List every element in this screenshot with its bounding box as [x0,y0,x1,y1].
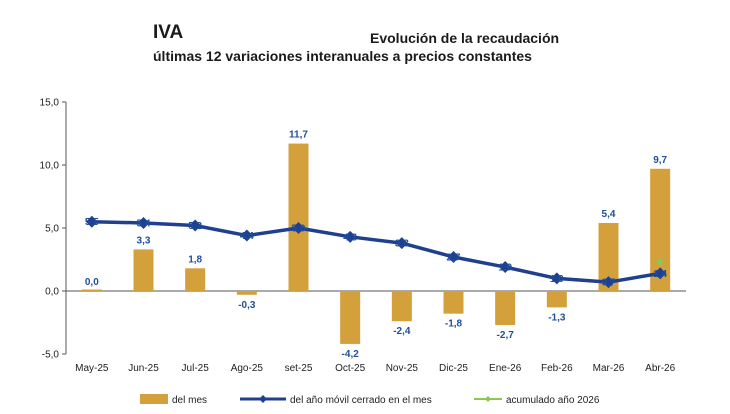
bar [495,291,516,326]
x-tick-label: Jun-25 [128,363,159,374]
bar-data-label: -2,7 [497,330,515,341]
bar-data-label: -1,8 [445,319,463,330]
chart-title: IVA [153,22,184,43]
bar [236,291,257,295]
line-data-label: 2,7 [447,252,461,263]
bar-data-label: 3,3 [137,235,151,246]
bar-data-label: 5,4 [602,209,616,220]
x-tick-label: Jul-25 [182,363,210,374]
bar-data-label: -2,4 [393,326,411,337]
bar-data-label: 11,7 [289,130,308,141]
x-tick-label: Mar-26 [593,363,625,374]
chart-title-secondary: Evolución de la recaudación [370,30,560,46]
y-tick-label: 5,0 [45,224,59,235]
line-data-label: 3,8 [395,239,409,250]
chart-subtitle: últimas 12 variaciones interanuales a pr… [153,48,532,64]
legend-label: del año móvil cerrado en el mes [290,395,432,406]
bar [133,249,154,291]
bar [185,268,206,291]
line-marker [189,219,202,232]
bar [443,291,464,314]
line-marker [292,222,305,234]
bar [81,289,102,291]
bar-data-label: 1,8 [188,254,202,265]
line-marker [499,261,512,274]
bar [546,291,567,308]
line-data-label: 1,4 [653,269,667,280]
legend-swatch-marker [259,395,267,403]
x-tick-label: Dic-25 [439,363,468,374]
legend-swatch-bar [140,394,168,404]
line-data-label: 5,0 [292,224,306,235]
legend-label: acumulado año 2026 [506,395,600,406]
line-marker [85,215,98,228]
line-marker [240,229,253,242]
line-data-label: 0,7 [602,278,616,289]
x-tick-label: Nov-25 [386,363,419,374]
bar-data-label: -1,3 [548,312,566,323]
x-tick-label: Ene-26 [489,363,522,374]
line-marker [137,216,150,229]
y-tick-label: 15,0 [40,98,60,109]
y-tick-label: -5,0 [42,350,60,361]
line-marker [395,237,408,250]
x-tick-label: Ago-25 [231,363,264,374]
bar [340,291,361,344]
line-marker [447,250,460,263]
bar [288,143,309,291]
x-tick-label: Oct-25 [335,363,365,374]
line-marker [654,267,667,280]
accum-marker [656,258,665,267]
line-data-label: 4,3 [343,232,357,243]
line-data-label: 5,5 [85,217,99,228]
bar-data-label: 0,0 [85,277,99,288]
line-data-label: 4,4 [240,231,254,242]
legend-swatch-accum-marker [485,396,491,402]
legend-label: del mes [172,395,207,406]
line-data-label: 5,4 [137,218,151,229]
line-marker [344,230,357,243]
line-data-label: 1,0 [550,274,564,285]
x-tick-label: set-25 [285,363,313,374]
series-line [91,219,661,284]
y-tick-label: 0,0 [45,287,59,298]
line-marker [602,276,615,289]
bar-data-label: -4,2 [342,349,360,360]
line-marker [550,272,563,285]
x-tick-label: Feb-26 [541,363,573,374]
x-tick-label: Abr-26 [645,363,675,374]
line-data-label: 5,2 [188,221,202,232]
bar [650,168,671,291]
bar [391,291,412,322]
bar-data-label: -0,3 [238,300,256,311]
bar-data-label: 9,7 [653,155,667,166]
y-tick-label: 10,0 [40,161,60,172]
x-tick-label: May-25 [75,363,109,374]
line-data-label: 1,9 [498,263,512,274]
bar [598,222,619,291]
